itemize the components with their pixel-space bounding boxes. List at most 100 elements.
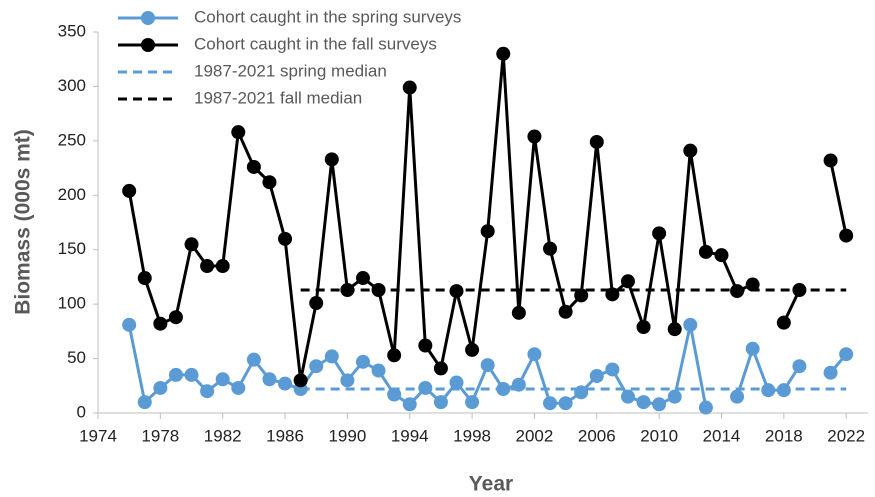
- marker: [340, 373, 355, 388]
- marker: [465, 395, 480, 410]
- x-tick-label: 1990: [328, 426, 366, 445]
- marker: [168, 367, 183, 382]
- marker: [309, 296, 324, 311]
- y-tick-label: 300: [58, 76, 86, 95]
- x-tick-label: 1974: [79, 426, 117, 445]
- marker: [667, 389, 682, 404]
- marker: [418, 338, 433, 353]
- marker: [231, 380, 246, 395]
- marker: [324, 152, 339, 167]
- marker: [683, 143, 698, 158]
- marker: [574, 288, 589, 303]
- x-tick-label: 1986: [266, 426, 304, 445]
- x-tick-label: 2010: [640, 426, 678, 445]
- marker: [137, 395, 152, 410]
- marker: [776, 315, 791, 330]
- marker: [200, 384, 215, 399]
- marker: [589, 134, 604, 149]
- marker: [433, 361, 448, 376]
- x-tick-label: 2014: [703, 426, 741, 445]
- marker: [215, 372, 230, 387]
- marker: [137, 271, 152, 286]
- marker: [496, 46, 511, 61]
- marker: [527, 347, 542, 362]
- x-tick-label: 1982: [204, 426, 242, 445]
- x-tick-label: 2018: [765, 426, 803, 445]
- marker: [200, 259, 215, 274]
- marker: [387, 387, 402, 402]
- marker: [620, 389, 635, 404]
- marker: [683, 317, 698, 332]
- marker: [215, 259, 230, 274]
- marker: [184, 367, 199, 382]
- marker: [730, 389, 745, 404]
- marker: [168, 310, 183, 325]
- marker: [231, 125, 246, 140]
- marker: [402, 397, 417, 412]
- marker: [652, 397, 667, 412]
- marker: [792, 359, 807, 374]
- marker: [667, 322, 682, 337]
- marker: [543, 396, 558, 411]
- legend-marker: [141, 38, 155, 52]
- marker: [278, 231, 293, 246]
- marker: [698, 244, 713, 259]
- marker: [309, 359, 324, 374]
- marker: [480, 358, 495, 373]
- marker: [652, 226, 667, 241]
- marker: [714, 248, 729, 263]
- marker: [698, 400, 713, 415]
- marker: [355, 271, 370, 286]
- marker: [122, 183, 137, 198]
- y-axis-label: Biomass (000s mt): [12, 129, 35, 315]
- marker: [558, 304, 573, 319]
- marker: [465, 342, 480, 357]
- marker: [262, 372, 277, 387]
- marker: [402, 80, 417, 95]
- marker: [122, 317, 137, 332]
- marker: [449, 375, 464, 390]
- marker: [620, 274, 635, 289]
- x-tick-label: 1994: [391, 426, 429, 445]
- marker: [324, 349, 339, 364]
- marker: [527, 129, 542, 144]
- marker: [153, 316, 168, 331]
- marker: [823, 153, 838, 168]
- marker: [246, 159, 261, 174]
- legend-label: Cohort caught in the fall surveys: [194, 34, 437, 53]
- marker: [262, 175, 277, 190]
- marker: [480, 224, 495, 239]
- legend-label: Cohort caught in the spring surveys: [194, 7, 461, 26]
- x-tick-label: 2022: [827, 426, 865, 445]
- marker: [184, 237, 199, 252]
- marker: [371, 363, 386, 378]
- y-tick-label: 250: [58, 130, 86, 149]
- marker: [839, 228, 854, 243]
- y-tick-label: 200: [58, 185, 86, 204]
- y-tick-label: 150: [58, 239, 86, 258]
- marker: [558, 396, 573, 411]
- marker: [293, 373, 308, 388]
- marker: [636, 395, 651, 410]
- marker: [745, 341, 760, 356]
- marker: [574, 385, 589, 400]
- marker: [605, 362, 620, 377]
- x-tick-label: 1978: [141, 426, 179, 445]
- x-tick-label: 2002: [516, 426, 554, 445]
- marker: [543, 241, 558, 256]
- marker: [511, 305, 526, 320]
- legend-label: 1987-2021 spring median: [194, 61, 387, 80]
- marker: [745, 277, 760, 292]
- legend-label: 1987-2021 fall median: [194, 88, 362, 107]
- y-tick-label: 0: [77, 402, 86, 421]
- marker: [387, 348, 402, 363]
- marker: [839, 347, 854, 362]
- x-axis-label: Year: [469, 473, 513, 496]
- marker: [589, 368, 604, 383]
- marker: [355, 354, 370, 369]
- legend-marker: [141, 11, 155, 25]
- marker: [278, 376, 293, 391]
- marker: [153, 380, 168, 395]
- marker: [636, 320, 651, 335]
